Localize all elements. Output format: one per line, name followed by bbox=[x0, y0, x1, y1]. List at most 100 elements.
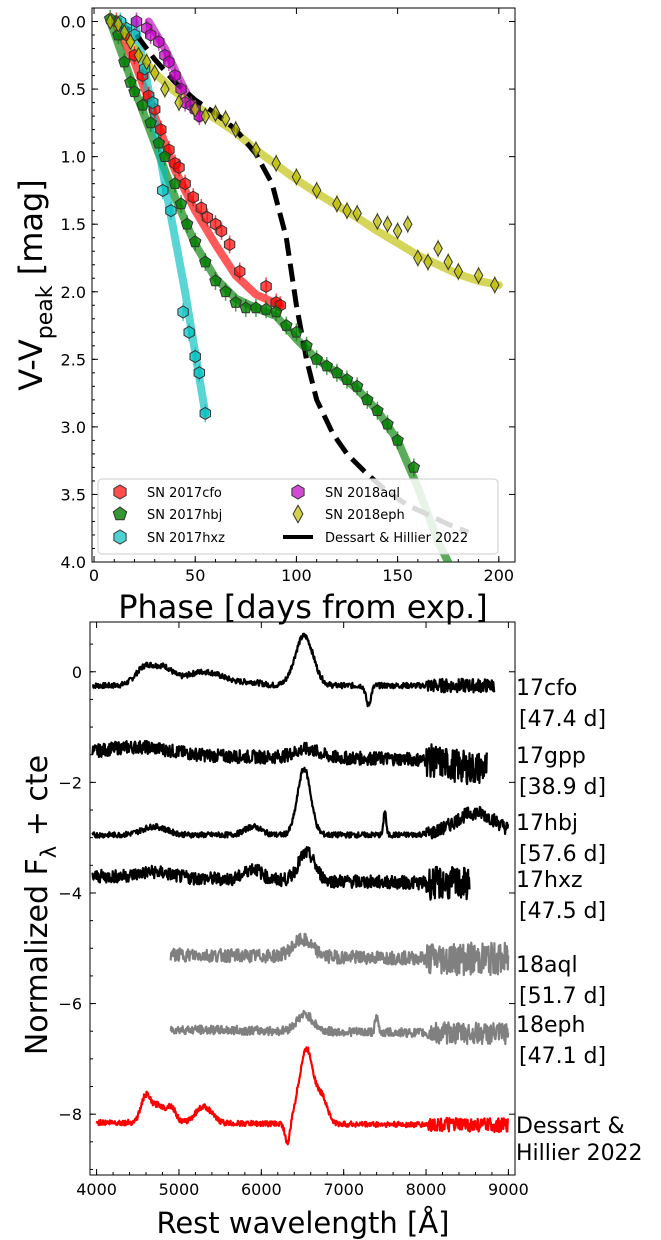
data-point bbox=[174, 94, 184, 112]
data-point bbox=[105, 12, 115, 31]
data-point bbox=[199, 406, 211, 420]
legend-marker bbox=[112, 506, 128, 521]
data-point bbox=[330, 366, 344, 379]
y-tick-label: 3.0 bbox=[61, 418, 86, 437]
legend: SN 2017cfo SN 2017hbj SN 2017hxz SN 2018aql… bbox=[97, 478, 499, 555]
data-point bbox=[149, 64, 160, 82]
data-point bbox=[260, 279, 272, 293]
y-tick-label: −8 bbox=[58, 1105, 82, 1124]
data-point bbox=[160, 80, 170, 98]
y-tick-label: 0.0 bbox=[61, 13, 86, 32]
data-point bbox=[443, 253, 453, 271]
x-tick-label: 5000 bbox=[159, 1180, 200, 1199]
spectrum-line bbox=[169, 932, 510, 977]
data-point bbox=[130, 14, 143, 29]
data-point bbox=[179, 177, 191, 191]
lightcurve-chart: 0 50 100 150 200 0.0 0.5 1.0 1.5 2.0 2.5 3.0 3.5 4.0 S… bbox=[61, 8, 515, 585]
x-tick-label: 9000 bbox=[488, 1180, 529, 1199]
data-point bbox=[360, 393, 374, 406]
data-point bbox=[168, 177, 182, 189]
data-point bbox=[125, 33, 136, 51]
model-line bbox=[113, 19, 470, 535]
data-point bbox=[175, 82, 187, 96]
spectra-plot-area bbox=[89, 621, 516, 1176]
data-point bbox=[210, 104, 221, 122]
x-tick-label: 50 bbox=[185, 566, 205, 585]
data-point bbox=[157, 183, 169, 197]
data-point bbox=[153, 35, 165, 49]
spectrum-label: 17hbj bbox=[516, 811, 578, 836]
x-tick-label: 200 bbox=[484, 566, 515, 585]
data-point bbox=[118, 55, 131, 68]
y-tick-label: 0 bbox=[72, 663, 82, 682]
spectrum-phase-label: [38.9 d] bbox=[519, 775, 606, 800]
spectrum-line bbox=[169, 1009, 510, 1046]
data-point bbox=[189, 350, 201, 364]
data-point bbox=[141, 53, 152, 71]
spectrum-label: 18aql bbox=[516, 953, 578, 978]
spectrum-phase-label: [57.6 d] bbox=[519, 842, 606, 867]
data-point bbox=[271, 154, 281, 172]
data-point bbox=[193, 366, 205, 380]
data-point bbox=[340, 372, 354, 385]
y-tick-label: 2.0 bbox=[61, 283, 86, 302]
data-point bbox=[251, 141, 261, 159]
spectrum-label: 17gpp bbox=[516, 744, 586, 769]
legend-label: SN 2017hxz bbox=[147, 531, 225, 546]
y-tick-label: −2 bbox=[58, 773, 82, 792]
legend-label: Dessart & Hillier 2022 bbox=[325, 531, 468, 546]
x-tick-label: 0 bbox=[89, 566, 99, 585]
data-point bbox=[280, 318, 293, 331]
data-point bbox=[230, 121, 241, 139]
spectrum-line bbox=[95, 1046, 510, 1146]
data-point bbox=[113, 15, 124, 33]
y-tick-label: 4.0 bbox=[61, 553, 86, 572]
data-point bbox=[177, 305, 189, 319]
spectra-chart: 4000 5000 6000 7000 8000 9000 0 −2 −4 −6 −8 17cfo [4… bbox=[58, 622, 643, 1199]
data-point bbox=[423, 253, 433, 271]
data-point bbox=[259, 302, 273, 315]
lightcurve-x-axis-label: Phase [days from exp.] bbox=[118, 588, 488, 626]
data-point bbox=[352, 204, 362, 222]
data-point bbox=[489, 276, 500, 294]
data-point bbox=[350, 379, 364, 392]
data-point bbox=[300, 339, 313, 352]
x-tick-label: 7000 bbox=[323, 1180, 364, 1199]
data-point bbox=[145, 28, 157, 42]
spectrum-phase-label: [47.1 d] bbox=[519, 1044, 606, 1069]
spectrum-phase-label: [51.7 d] bbox=[519, 984, 606, 1009]
spectrum-label: 17hxz bbox=[516, 868, 583, 893]
data-point bbox=[144, 116, 157, 129]
legend-label: SN 2017cfo bbox=[147, 486, 222, 501]
data-point bbox=[187, 190, 199, 204]
spectrum-phase-label: [47.4 d] bbox=[519, 707, 606, 732]
legend-label: SN 2018eph bbox=[325, 508, 405, 523]
data-point bbox=[433, 239, 443, 258]
y-tick-label: 1.5 bbox=[61, 215, 86, 234]
data-point bbox=[124, 75, 137, 88]
data-point bbox=[163, 55, 175, 69]
data-point bbox=[382, 215, 393, 233]
spectrum-line bbox=[91, 739, 488, 786]
lightcurve-plot-area bbox=[91, 7, 516, 563]
data-point bbox=[311, 181, 322, 199]
data-point bbox=[392, 222, 403, 240]
data-point bbox=[195, 201, 207, 215]
data-point bbox=[119, 23, 130, 41]
data-point bbox=[249, 301, 263, 314]
data-point bbox=[152, 136, 166, 149]
data-point bbox=[407, 460, 421, 473]
y-tick-label: 1.0 bbox=[61, 148, 86, 167]
data-point bbox=[199, 255, 212, 268]
data-point bbox=[291, 168, 302, 186]
spectrum-line bbox=[91, 846, 471, 901]
data-point bbox=[402, 215, 413, 233]
spectra-x-axis-label: Rest wavelength [Å] bbox=[156, 1206, 449, 1240]
data-point bbox=[201, 210, 214, 224]
legend-marker bbox=[291, 484, 305, 500]
data-point bbox=[173, 160, 185, 174]
x-tick-label: 100 bbox=[281, 566, 312, 585]
data-point bbox=[133, 46, 144, 64]
spectra-y-axis-label: Normalized Fλ + cte bbox=[20, 755, 61, 1055]
